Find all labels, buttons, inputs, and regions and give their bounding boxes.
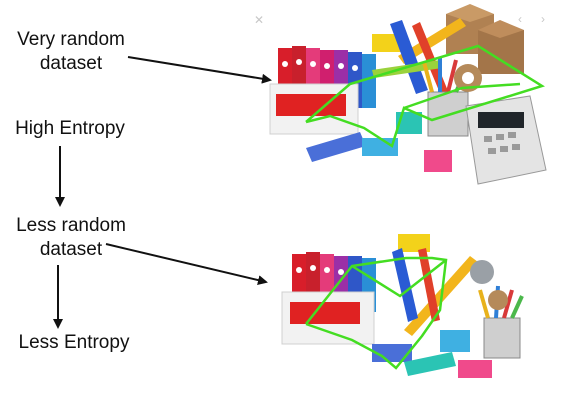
office-supplies-image-top <box>269 4 547 185</box>
label-less-random-dataset: Less random dataset <box>16 215 126 260</box>
close-icon[interactable]: ✕ <box>254 13 265 27</box>
arrow-to-bottom-image <box>105 243 268 286</box>
chevron-left-icon[interactable]: ‹ <box>518 12 522 26</box>
green-path-top <box>305 44 545 148</box>
label-high-entropy: High Entropy <box>15 118 125 139</box>
green-path-bottom <box>305 256 448 370</box>
chevron-right-icon[interactable]: › <box>541 12 545 26</box>
office-supplies-image-bottom <box>281 234 524 378</box>
label-less-entropy: Less Entropy <box>18 332 130 353</box>
arrow-to-top-image <box>127 56 272 84</box>
label-very-random-dataset: Very random dataset <box>17 29 125 74</box>
